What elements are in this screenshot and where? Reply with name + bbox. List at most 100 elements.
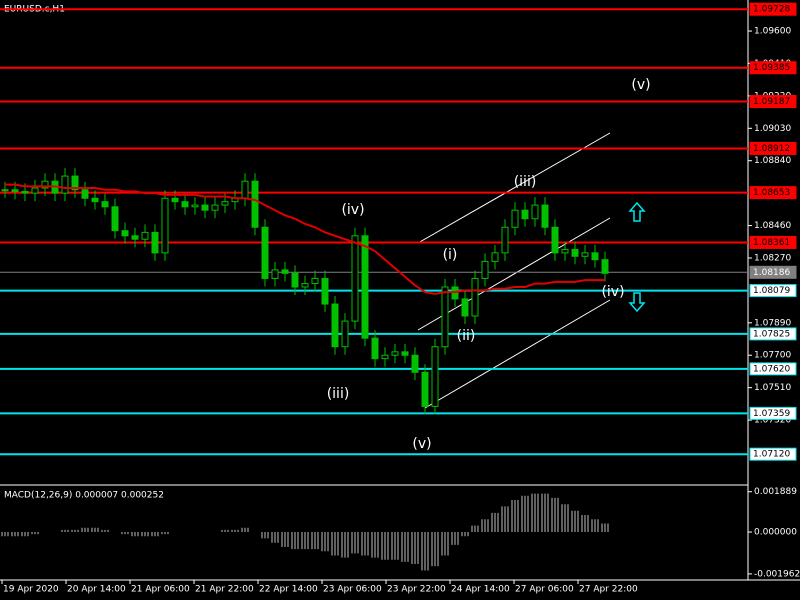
level-box bbox=[749, 406, 797, 420]
candle bbox=[151, 231, 159, 254]
candle bbox=[311, 277, 319, 285]
macd-tick-label: 0.001889 bbox=[754, 487, 797, 497]
candle bbox=[561, 248, 569, 254]
candle bbox=[181, 201, 189, 208]
candle bbox=[501, 226, 509, 254]
candle bbox=[321, 277, 329, 305]
candle bbox=[341, 320, 349, 348]
level-box bbox=[749, 265, 797, 279]
candle bbox=[211, 204, 219, 211]
candle bbox=[91, 197, 99, 203]
price-tick-label: 1.09600 bbox=[754, 27, 791, 37]
candle bbox=[461, 298, 469, 317]
candle bbox=[361, 235, 369, 339]
down-arrow bbox=[628, 292, 646, 313]
time-label: 23 Apr 06:00 bbox=[323, 585, 382, 595]
moving-average bbox=[5, 183, 605, 295]
level-label: 1.09385 bbox=[753, 63, 790, 73]
price-tick-label: 1.07700 bbox=[754, 351, 791, 361]
level-box bbox=[749, 141, 797, 155]
price-tick-label: 1.08270 bbox=[754, 253, 791, 263]
candle bbox=[471, 277, 479, 317]
candle bbox=[541, 204, 549, 228]
time-label: 20 Apr 14:00 bbox=[67, 585, 126, 595]
wave-label: (iv) bbox=[341, 202, 364, 218]
candle bbox=[61, 175, 69, 194]
candle bbox=[441, 286, 449, 348]
level-box bbox=[749, 186, 797, 200]
candle bbox=[291, 272, 299, 288]
candle bbox=[571, 248, 579, 257]
level-label: 1.08912 bbox=[753, 144, 790, 154]
wave-label: (iii) bbox=[327, 386, 350, 402]
candle bbox=[111, 206, 119, 232]
candle bbox=[281, 269, 289, 274]
candle bbox=[431, 346, 439, 407]
wave-label: (ii) bbox=[457, 328, 476, 344]
price-tick-label: 1.07510 bbox=[754, 383, 791, 393]
time-label: 19 Apr 2020 bbox=[3, 585, 59, 595]
level-box bbox=[749, 235, 797, 249]
level-label: 1.07825 bbox=[753, 329, 790, 339]
candle bbox=[491, 252, 499, 262]
up-arrow bbox=[628, 201, 646, 222]
candle bbox=[511, 209, 519, 228]
candle bbox=[391, 351, 399, 356]
candle bbox=[601, 259, 609, 274]
candle bbox=[221, 201, 229, 206]
level-label: 1.08361 bbox=[753, 238, 790, 248]
candle bbox=[381, 354, 389, 360]
time-label: 22 Apr 14:00 bbox=[259, 585, 318, 595]
candle bbox=[581, 252, 589, 257]
price-tick-label: 1.08460 bbox=[754, 221, 791, 231]
level-label: 1.08186 bbox=[753, 268, 790, 278]
candle bbox=[351, 235, 359, 322]
macd-tick-label: -0.001962 bbox=[754, 569, 800, 579]
level-box bbox=[749, 61, 797, 75]
candle bbox=[261, 226, 269, 279]
candle bbox=[201, 204, 209, 211]
time-label: 27 Apr 06:00 bbox=[515, 585, 574, 595]
candle bbox=[251, 180, 259, 228]
candle bbox=[11, 189, 19, 192]
channel-line bbox=[417, 132, 611, 244]
candle bbox=[131, 235, 139, 240]
level-box bbox=[749, 2, 797, 16]
price-tick-label: 1.08840 bbox=[754, 156, 791, 166]
candle bbox=[521, 209, 529, 220]
level-label: 1.09187 bbox=[753, 97, 790, 107]
candle bbox=[301, 283, 309, 288]
time-label: 21 Apr 22:00 bbox=[195, 585, 254, 595]
time-label: 23 Apr 22:00 bbox=[387, 585, 446, 595]
candle bbox=[191, 204, 199, 208]
candle bbox=[411, 354, 419, 373]
candle bbox=[371, 337, 379, 360]
level-box bbox=[749, 327, 797, 341]
channel-line bbox=[424, 299, 611, 409]
candle bbox=[161, 197, 169, 254]
candle bbox=[71, 175, 79, 191]
level-box bbox=[749, 284, 797, 298]
candle bbox=[271, 269, 279, 279]
level-label: 1.07359 bbox=[753, 409, 790, 419]
candle bbox=[41, 180, 49, 189]
price-tick-label: 1.07890 bbox=[754, 318, 791, 328]
time-label: 27 Apr 22:00 bbox=[579, 585, 638, 595]
price-tick-label: 1.09030 bbox=[754, 124, 791, 134]
level-label: 1.09728 bbox=[753, 5, 790, 15]
candle bbox=[481, 260, 489, 279]
wave-label: (v) bbox=[412, 436, 431, 452]
time-label: 24 Apr 14:00 bbox=[451, 585, 510, 595]
candle bbox=[421, 371, 429, 407]
candle bbox=[1, 189, 9, 192]
wave-label: (v) bbox=[631, 77, 650, 93]
level-label: 1.08653 bbox=[753, 188, 790, 198]
level-label: 1.07620 bbox=[753, 364, 790, 374]
macd-label: MACD(12,26,9) 0.000007 0.000252 bbox=[4, 491, 164, 501]
candle bbox=[531, 204, 539, 220]
candle bbox=[241, 180, 249, 199]
candle bbox=[141, 231, 149, 240]
macd-tick-label: 0.000000 bbox=[754, 528, 797, 538]
candle bbox=[331, 303, 339, 348]
